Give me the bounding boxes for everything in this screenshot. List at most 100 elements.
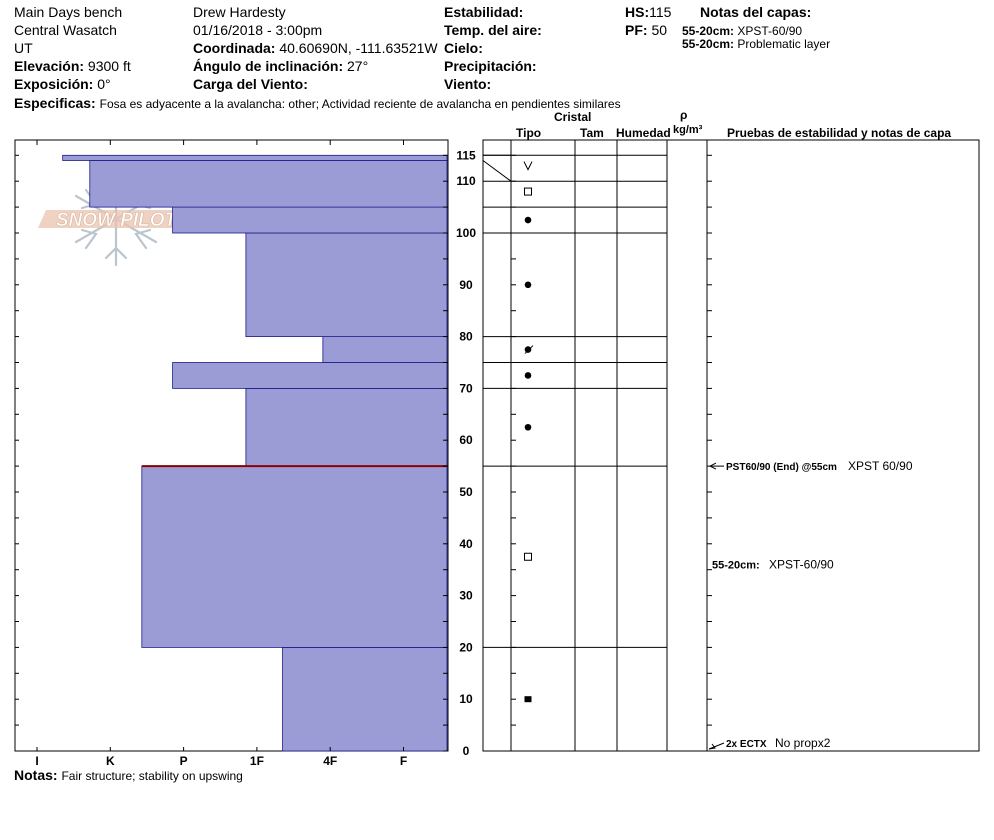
mountain-range: Central Wasatch <box>14 22 117 38</box>
grain-dot-symbol <box>524 216 532 224</box>
elevation-label: Elevación: <box>14 58 85 74</box>
density-unit-header: kg/m³ <box>673 124 703 136</box>
height-label: 70 <box>459 381 473 395</box>
hardness-axis-ticks <box>15 140 448 752</box>
table-axis-ticks <box>511 154 712 752</box>
hardness-label-f: F <box>400 754 407 768</box>
height-label: 30 <box>459 589 473 603</box>
stability-tests: PST60/90 (End) @55cm XPST 60/90 2x ECTX No … <box>708 459 913 750</box>
logo-text: SNOW PILOT <box>56 210 178 231</box>
location-name: Main Days bench <box>14 4 123 20</box>
hardness-bar-8 <box>62 154 448 161</box>
rho-header: ρ <box>680 108 688 122</box>
test-arrow-head <box>708 743 716 750</box>
grain-v-symbol <box>523 161 533 171</box>
type-header: Tipo <box>516 126 542 140</box>
specifics: Especificas: Fosa es adyacente a la aval… <box>14 95 621 111</box>
grain-dot-symbol <box>524 372 532 379</box>
snowpilot-logo: SNOW PILOT <box>38 171 193 267</box>
height-label: 90 <box>459 278 473 292</box>
hardness-bar-5 <box>245 232 448 337</box>
grain-dot-slash-symbol <box>524 345 534 354</box>
hardness-bar-0 <box>282 647 448 752</box>
height-label: 80 <box>459 330 473 344</box>
slope-label: Ángulo de inclinación: <box>193 58 344 74</box>
layer-note-1-depth: 55-20cm: <box>682 24 735 38</box>
hardness-bar-7 <box>89 160 448 208</box>
height-label: 50 <box>459 485 473 499</box>
layer-note-2-text: Problematic layer <box>737 37 831 51</box>
hardness-bar-2 <box>245 387 448 467</box>
height-label: 40 <box>459 537 473 551</box>
notes: Notas: Fair structure; stability on upsw… <box>14 767 243 783</box>
layer-annotation-label-0: 55-20cm: <box>712 560 760 572</box>
precip-label: Precipitación: <box>444 58 537 74</box>
crystal-header: Cristal <box>554 110 592 124</box>
pf: PF: 50 <box>625 22 667 38</box>
grain-type-symbols <box>523 161 534 703</box>
layer-note-2-depth: 55-20cm: <box>682 37 735 51</box>
state: UT <box>14 40 33 56</box>
hardness-label-4f: 4F <box>323 754 337 768</box>
hs-value: 115 <box>649 4 672 20</box>
slope-angle: Ángulo de inclinación: 27° <box>193 58 368 74</box>
tests-header: Pruebas de estabilidad y notas de capa <box>727 126 952 140</box>
hardness-bar-1 <box>141 465 448 648</box>
specifics-text: Fosa es adyacente a la avalancha: other;… <box>99 97 621 111</box>
hardness-axis-labels: I K P 1F 4F F <box>35 754 407 768</box>
height-label: 60 <box>459 433 473 447</box>
wind-loading-label: Carga del Viento: <box>193 76 308 92</box>
logo-banner <box>38 210 193 228</box>
hardness-label-i: I <box>35 754 38 768</box>
hardness-chart-frame <box>14 139 449 752</box>
test-arrow <box>708 742 725 750</box>
coord-label: Coordinada: <box>193 40 276 56</box>
grain-filled-square-symbol <box>524 696 532 703</box>
test-label-1: 2x ECTX <box>726 739 767 750</box>
layer-note-1-text: XPST-60/90 <box>737 24 803 38</box>
layer-notes-title: Notas del capas: <box>700 4 812 20</box>
elevation-value: 9300 ft <box>87 58 131 74</box>
stability-label: Estabilidad: <box>444 4 524 20</box>
humidity-header: Humedad <box>616 126 671 140</box>
pf-value: 50 <box>651 22 668 38</box>
air-temp-label: Temp. del aire: <box>444 22 542 38</box>
hardness-bar-3 <box>172 362 448 389</box>
hardness-bars <box>62 154 448 752</box>
notes-text: Fair structure; stability on upswing <box>61 769 243 783</box>
pf-label: PF: <box>625 22 648 38</box>
height-label: 115 <box>456 148 476 162</box>
elevation: Elevación: 9300 ft <box>14 58 131 74</box>
layer-annotation-text-0: XPST-60/90 <box>769 558 834 572</box>
height-label: 0 <box>463 744 470 758</box>
coordinates: Coordinada: 40.60690N, -111.63521W <box>193 40 438 56</box>
coord-value: 40.60690N, -111.63521W <box>279 40 438 56</box>
slope-value: 27° <box>347 58 369 74</box>
hardness-label-k: K <box>106 754 115 768</box>
test-result-1: No propx2 <box>775 736 831 750</box>
hardness-label-p: P <box>180 754 188 768</box>
layer-note-1: 55-20cm: XPST-60/90 <box>682 24 802 38</box>
layer-table-frame <box>482 139 980 752</box>
height-label: 10 <box>459 692 473 706</box>
notes-label: Notas: <box>14 767 58 783</box>
height-label: 20 <box>459 640 473 654</box>
observer: Drew Hardesty <box>193 4 286 20</box>
size-header: Tam <box>580 126 604 140</box>
test-result-0: XPST 60/90 <box>848 459 913 473</box>
exposure: Exposición: 0° <box>14 76 111 92</box>
hs: HS:115 <box>625 4 671 20</box>
wind-label: Viento: <box>444 76 492 92</box>
grain-dot-symbol <box>524 281 532 289</box>
test-label-0: PST60/90 (End) @55cm <box>726 462 837 473</box>
grain-dot-symbol <box>524 423 532 431</box>
hs-label: HS: <box>625 4 650 20</box>
hardness-bar-4 <box>322 336 448 363</box>
slash-part <box>524 345 534 354</box>
sky-label: Cielo: <box>444 40 483 56</box>
height-label: 110 <box>456 174 476 188</box>
height-label: 100 <box>456 226 476 240</box>
grain-open-square-symbol <box>524 552 532 561</box>
date-time: 01/16/2018 - 3:00pm <box>193 22 323 38</box>
